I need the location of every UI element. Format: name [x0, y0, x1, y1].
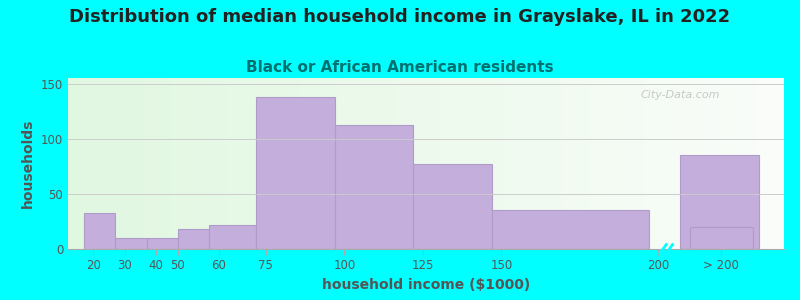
Y-axis label: households: households — [22, 119, 35, 208]
Bar — [84, 213, 115, 249]
Bar — [690, 227, 753, 249]
Bar — [680, 155, 759, 249]
Bar — [178, 229, 210, 249]
Text: Distribution of median household income in Grayslake, IL in 2022: Distribution of median household income … — [70, 8, 730, 26]
Bar — [335, 125, 414, 249]
Bar — [414, 164, 492, 249]
Bar — [210, 225, 257, 249]
Text: Black or African American residents: Black or African American residents — [246, 60, 554, 75]
Text: City-Data.com: City-Data.com — [641, 90, 720, 100]
Bar — [115, 238, 146, 249]
X-axis label: household income ($1000): household income ($1000) — [322, 278, 530, 292]
Bar — [257, 97, 335, 249]
Bar — [146, 238, 178, 249]
Bar — [492, 210, 649, 249]
